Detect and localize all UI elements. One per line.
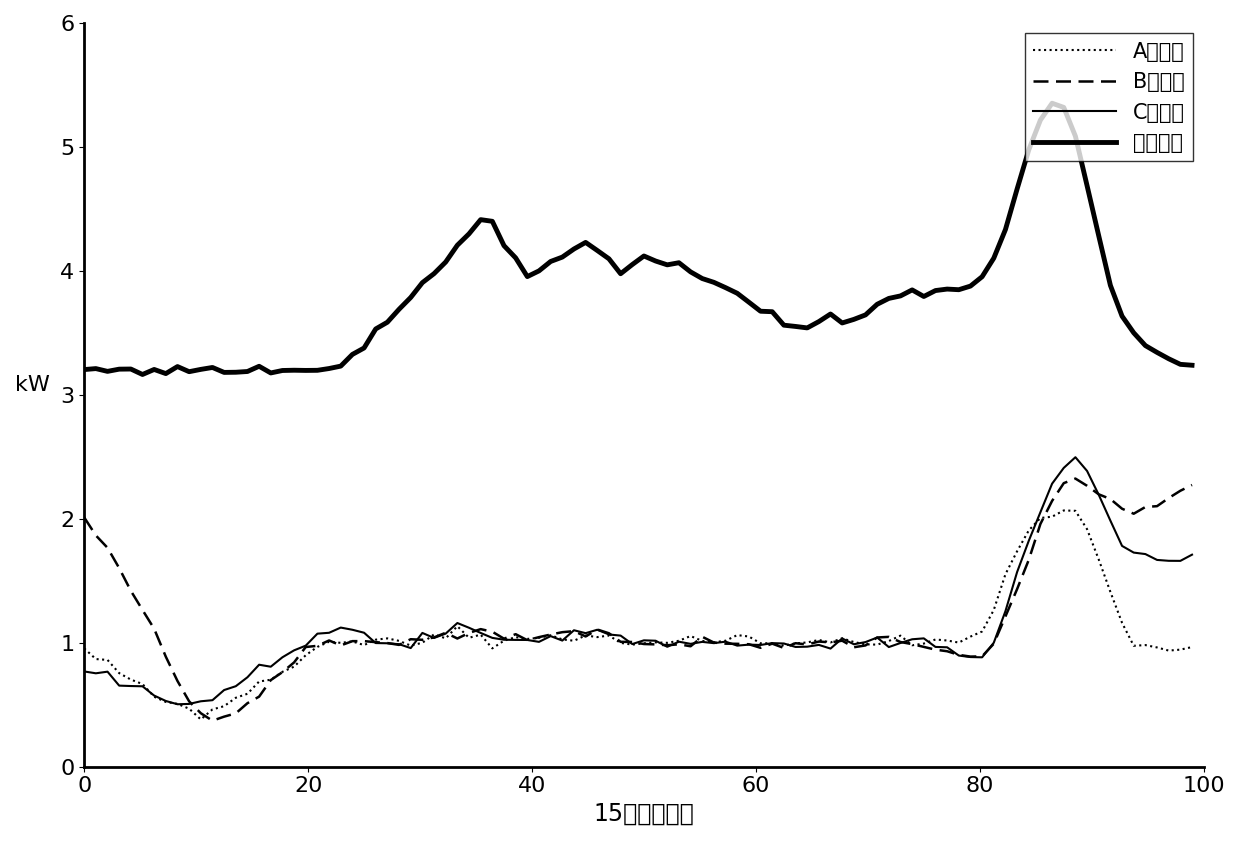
B相负荷 <box>1184 480 1199 490</box>
B相负荷 <box>205 716 219 726</box>
A相负荷 <box>567 636 582 646</box>
B相负荷 <box>241 698 255 708</box>
B相负荷 <box>567 626 582 636</box>
B相负荷 <box>1115 504 1130 514</box>
公共负荷 <box>135 369 150 379</box>
C相负荷 <box>683 639 698 649</box>
公共负荷 <box>1184 360 1199 370</box>
公共负荷 <box>567 244 582 254</box>
C相负荷 <box>403 643 418 653</box>
A相负荷 <box>1115 618 1130 628</box>
C相负荷 <box>649 636 663 646</box>
A相负荷 <box>649 637 663 648</box>
C相负荷 <box>1115 541 1130 551</box>
A相负荷 <box>241 689 255 699</box>
C相负荷 <box>241 672 255 682</box>
Line: 公共负荷: 公共负荷 <box>84 103 1192 374</box>
A相负荷 <box>683 631 698 641</box>
公共负荷 <box>241 367 255 377</box>
Y-axis label: kW: kW <box>15 375 50 395</box>
A相负荷 <box>77 643 92 653</box>
Line: B相负荷: B相负荷 <box>84 479 1192 721</box>
A相负荷 <box>1184 642 1199 652</box>
公共负荷 <box>649 256 663 266</box>
A相负荷 <box>193 714 208 724</box>
A相负荷 <box>1056 505 1071 516</box>
C相负荷 <box>1068 452 1083 463</box>
公共负荷 <box>683 267 698 277</box>
B相负荷 <box>77 512 92 522</box>
公共负荷 <box>1044 98 1059 108</box>
C相负荷 <box>1184 550 1199 560</box>
B相负荷 <box>649 639 663 649</box>
Line: C相负荷: C相负荷 <box>84 458 1192 704</box>
B相负荷 <box>683 641 698 651</box>
C相负荷 <box>170 699 185 709</box>
公共负荷 <box>403 293 418 303</box>
B相负荷 <box>1068 473 1083 484</box>
B相负荷 <box>403 634 418 644</box>
公共负荷 <box>77 364 92 374</box>
A相负荷 <box>403 641 418 651</box>
C相负荷 <box>567 625 582 635</box>
C相负荷 <box>77 666 92 676</box>
公共负荷 <box>1115 311 1130 321</box>
X-axis label: 15分钟一个点: 15分钟一个点 <box>594 802 694 826</box>
Legend: A相负荷, B相负荷, C相负荷, 公共负荷: A相负荷, B相负荷, C相负荷, 公共负荷 <box>1024 34 1193 161</box>
Line: A相负荷: A相负荷 <box>84 510 1192 719</box>
